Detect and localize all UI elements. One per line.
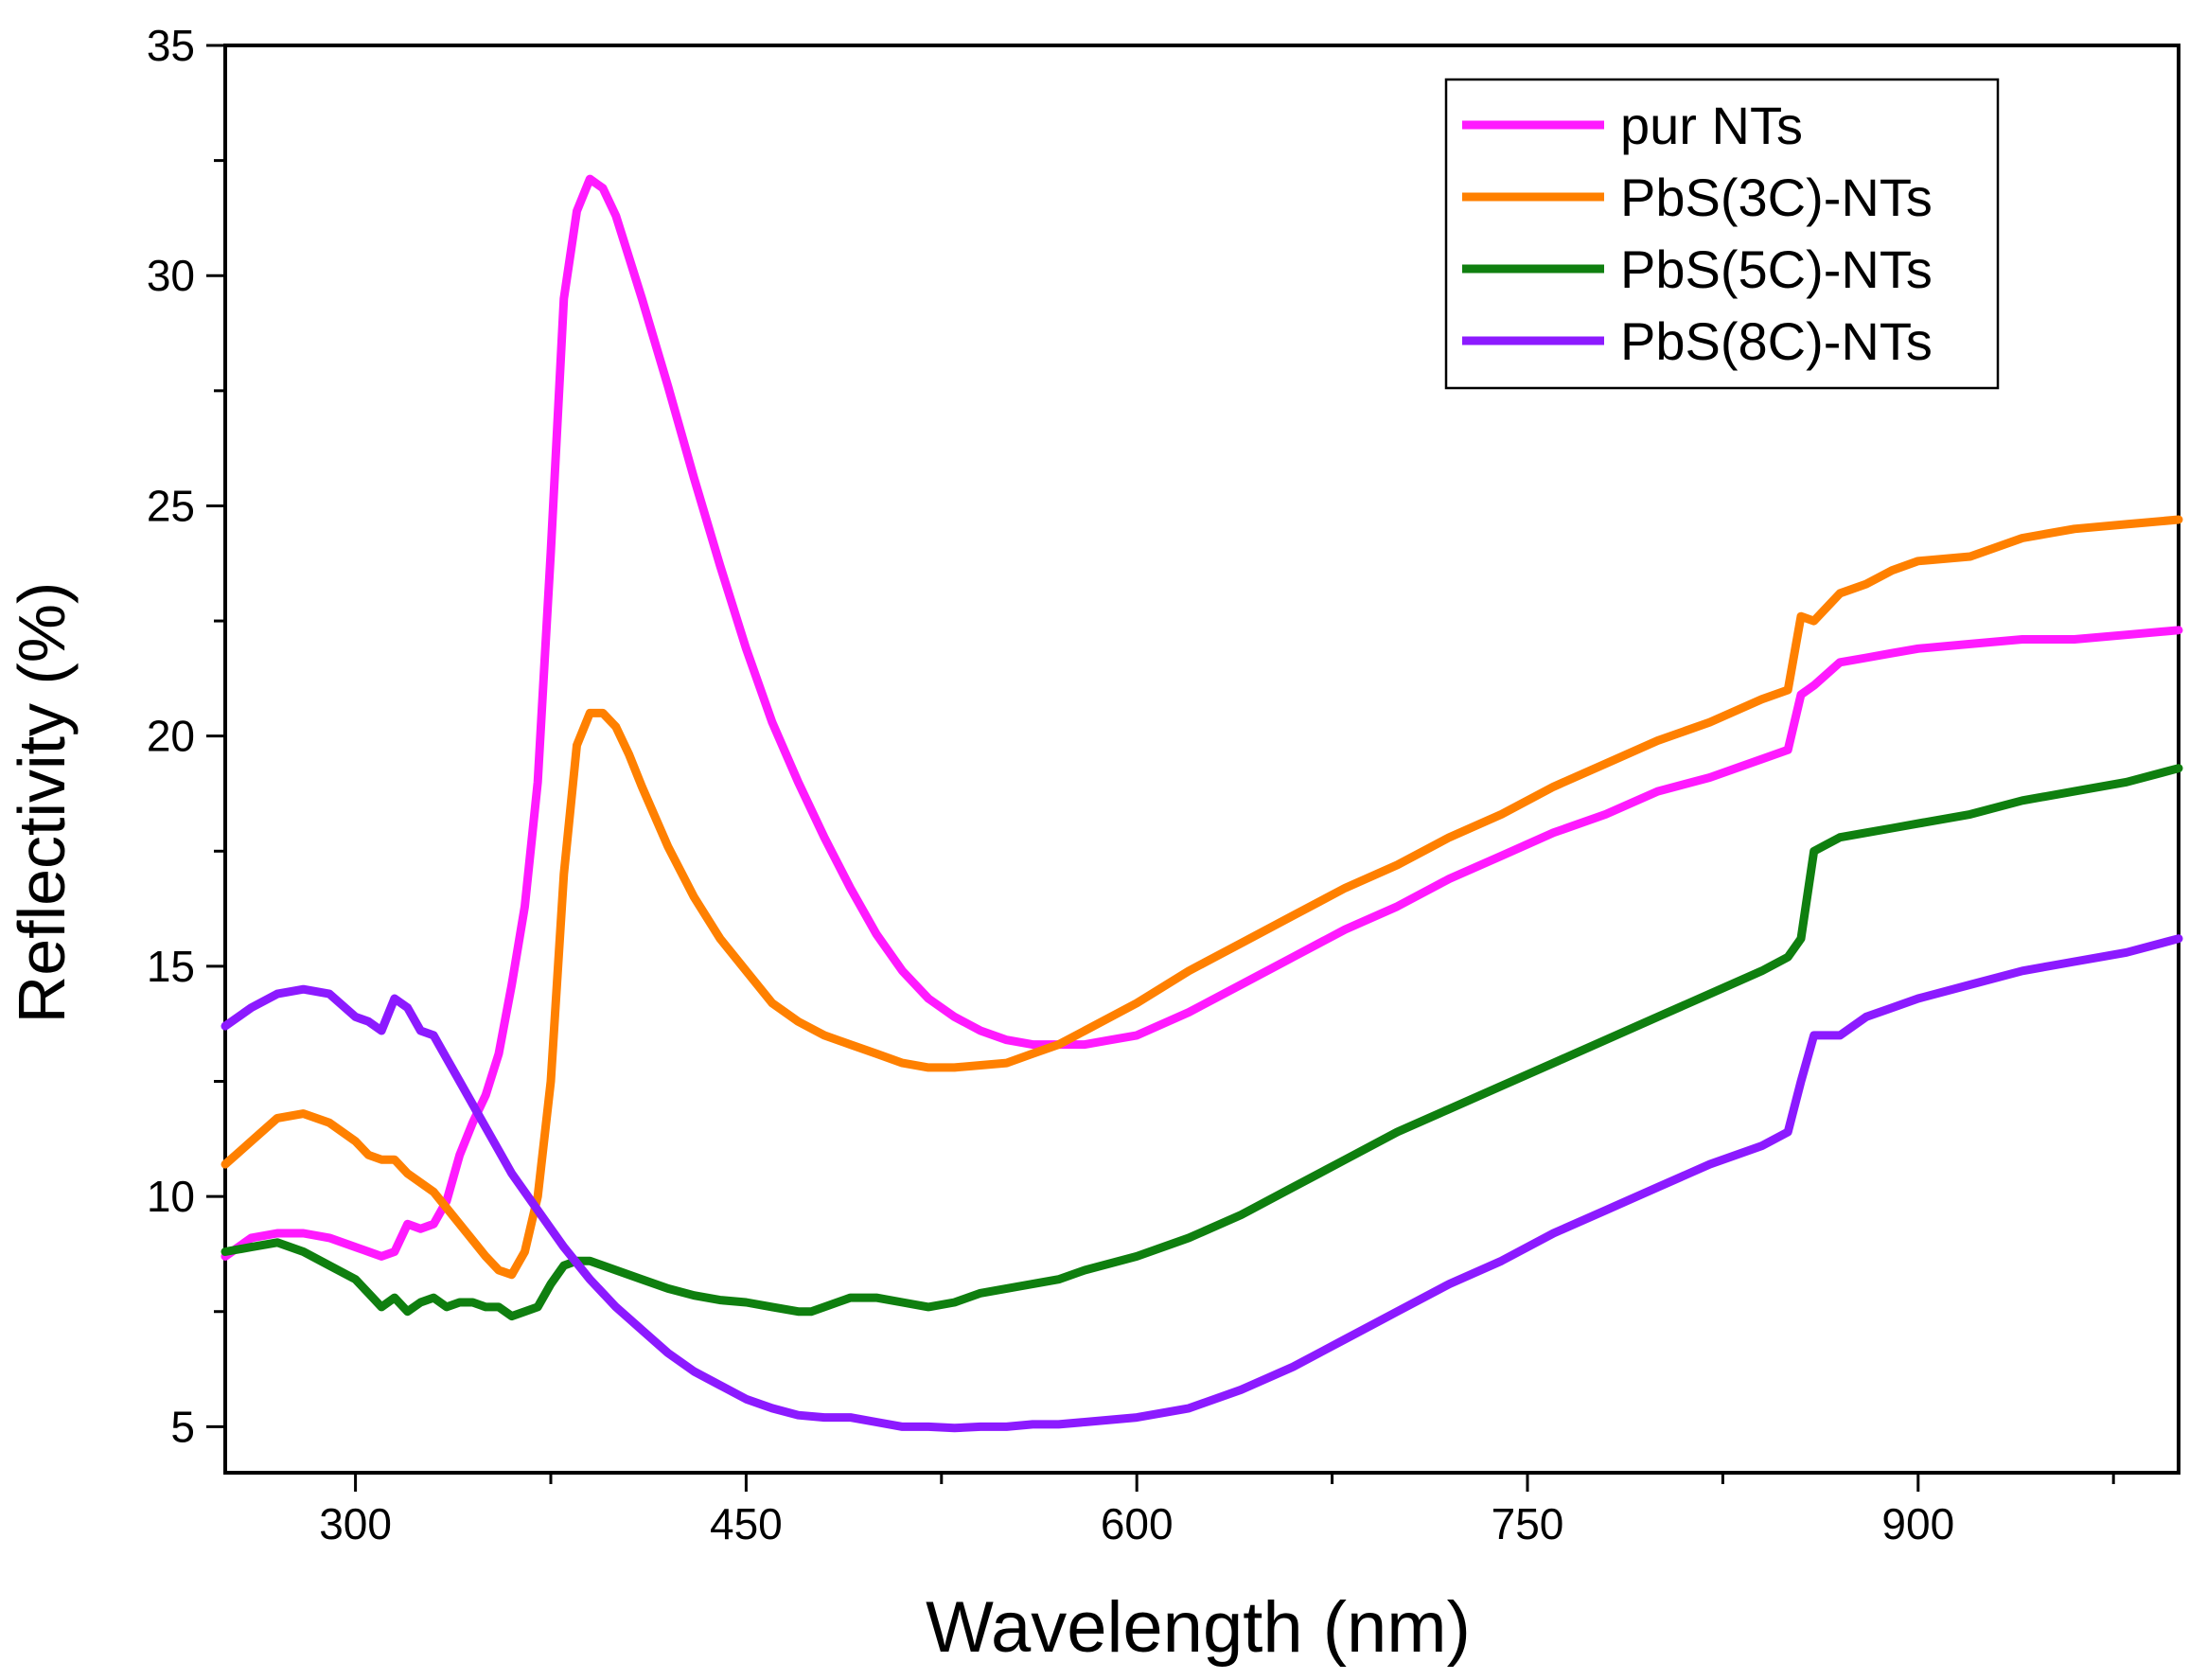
plot-area-frame xyxy=(223,44,2180,1475)
y-tick-label: 15 xyxy=(147,942,195,991)
legend: pur NTs PbS(3C)-NTs PbS(5C)-NTs PbS(8C)-NTs xyxy=(1444,78,2000,390)
legend-label: PbS(8C)-NTs xyxy=(1620,311,1933,371)
axis-ticks xyxy=(206,44,2115,1492)
x-tick-label: 600 xyxy=(1101,1499,1174,1548)
y-axis-title: Reflectivity (%) xyxy=(5,582,79,1024)
y-tick-label: 35 xyxy=(147,21,195,70)
x-tick-label: 450 xyxy=(710,1499,783,1548)
series-line-pbs-8c-nts xyxy=(221,934,2183,1433)
x-tick-label: 900 xyxy=(1881,1499,1954,1548)
y-tick-label: 30 xyxy=(147,251,195,300)
y-tick-label: 25 xyxy=(147,481,195,530)
legend-label: pur NTs xyxy=(1620,96,1803,155)
x-axis-title: Wavelength (nm) xyxy=(926,1587,1471,1668)
y-tick-label: 20 xyxy=(147,712,195,761)
x-tick-label: 300 xyxy=(319,1499,392,1548)
legend-label: PbS(3C)-NTs xyxy=(1620,168,1933,227)
series-line-pbs-3c-nts xyxy=(221,515,2183,1280)
x-tick-label: 750 xyxy=(1492,1499,1564,1548)
y-tick-label: 5 xyxy=(170,1402,195,1451)
y-tick-label: 10 xyxy=(147,1172,195,1221)
axis-tick-labels: 300 450 600 750 900 5 10 15 20 25 30 35 xyxy=(147,21,1954,1548)
series-line-pbs-5c-nts xyxy=(221,764,2183,1321)
data-series xyxy=(221,174,2183,1433)
legend-label: PbS(5C)-NTs xyxy=(1620,239,1933,299)
